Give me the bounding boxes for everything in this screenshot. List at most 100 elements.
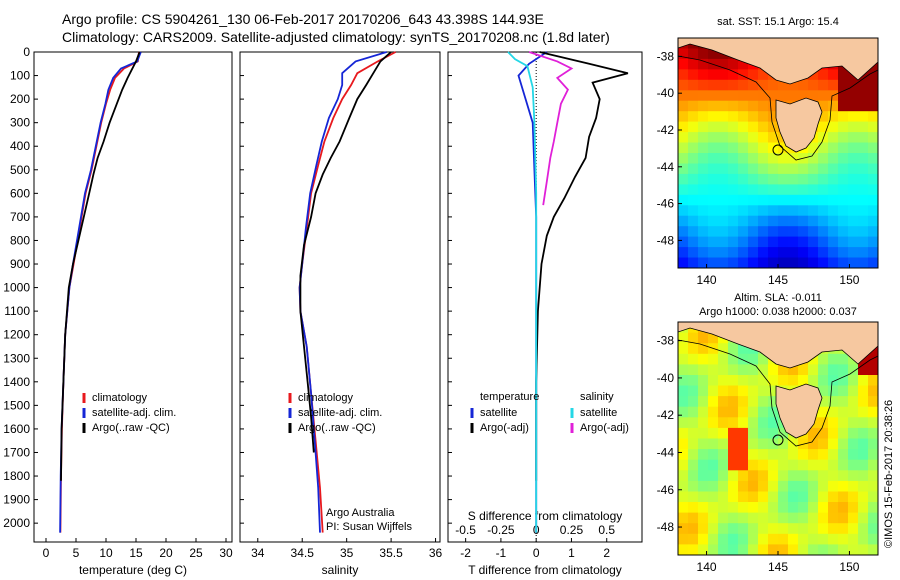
- heatmap-cell: [688, 396, 699, 408]
- x-tick-label: 10: [99, 546, 113, 560]
- heatmap-cell: [678, 142, 689, 154]
- heatmap-cell: [828, 111, 839, 123]
- title-line-2: Climatology: CARS2009. Satellite-adjuste…: [62, 29, 610, 45]
- heatmap-cell: [738, 236, 749, 248]
- heatmap-cell: [798, 215, 809, 227]
- y-tick-label: 1300: [3, 351, 30, 365]
- heatmap-cell: [808, 257, 819, 268]
- map-x-tick-label: 140: [697, 560, 717, 574]
- heatmap-cell: [698, 385, 709, 397]
- heatmap-cell: [758, 438, 769, 450]
- heatmap-cell: [788, 364, 799, 376]
- heatmap-cell: [678, 385, 689, 397]
- heatmap-cell: [738, 396, 749, 408]
- heatmap-cell: [748, 132, 759, 144]
- heatmap-cell: [678, 502, 689, 514]
- heatmap-cell: [858, 132, 869, 144]
- heatmap-cell: [688, 48, 699, 60]
- heatmap-cell: [818, 417, 829, 429]
- heatmap-cell: [868, 449, 878, 461]
- heatmap-cell: [768, 533, 779, 545]
- heatmap-cell: [748, 523, 759, 535]
- heatmap-cell: [858, 375, 869, 387]
- heatmap-cell: [818, 153, 829, 165]
- heatmap-cell: [768, 364, 779, 376]
- heatmap-cell: [748, 205, 759, 217]
- heatmap-cell: [798, 533, 809, 545]
- heatmap-cell: [778, 194, 789, 206]
- x-tick-label: -2: [460, 546, 471, 560]
- heatmap-cell: [778, 173, 789, 185]
- heatmap-cell: [848, 226, 859, 238]
- heatmap-cell: [838, 438, 849, 450]
- heatmap-cell: [688, 79, 699, 91]
- heatmap-cell: [828, 544, 839, 555]
- s-tick-label: -0.25: [487, 523, 515, 537]
- y-tick-label: 1000: [3, 281, 30, 295]
- heatmap-cell: [728, 111, 739, 123]
- series-line-argo: [299, 51, 392, 453]
- heatmap-cell: [708, 480, 719, 493]
- heatmap-cell: [758, 142, 769, 154]
- heatmap-cell: [718, 480, 729, 493]
- heatmap-cell: [708, 417, 719, 429]
- heatmap-cell: [848, 236, 859, 248]
- heatmap-cell: [728, 544, 739, 555]
- heatmap-cell: [798, 257, 809, 268]
- x-tick-label: 25: [189, 546, 203, 560]
- australia-mainland-sla: [678, 322, 878, 369]
- heatmap-cell: [808, 480, 819, 493]
- x-tick-label: 1: [568, 546, 575, 560]
- heatmap-cell: [678, 375, 689, 387]
- heatmap-cell: [678, 406, 689, 418]
- heatmap-cell: [698, 480, 709, 493]
- heatmap-cell: [708, 215, 719, 227]
- heatmap-cell: [858, 79, 869, 91]
- heatmap-cell: [858, 100, 869, 112]
- heatmap-cell: [808, 470, 819, 482]
- heatmap-cell: [758, 121, 769, 133]
- map-y-tick-label: -46: [657, 197, 675, 211]
- heatmap-cell: [678, 480, 689, 493]
- heatmap-cell: [768, 523, 779, 535]
- heatmap-cell: [848, 142, 859, 154]
- heatmap-cell: [768, 194, 779, 206]
- heatmap-cell: [688, 247, 699, 259]
- heatmap-cell: [828, 491, 839, 503]
- heatmap-cell: [758, 523, 769, 535]
- heatmap-cell: [688, 459, 699, 471]
- map-x-tick-label: 150: [839, 273, 859, 287]
- heatmap-cell: [848, 215, 859, 227]
- heatmap-cell: [838, 215, 849, 227]
- sst-map-title: sat. SST: 15.1 Argo: 15.4: [717, 16, 839, 28]
- heatmap-cell: [698, 544, 709, 555]
- heatmap-cell: [858, 544, 869, 555]
- heatmap-cell: [718, 459, 729, 471]
- heatmap-cell: [718, 236, 729, 248]
- heatmap-cell: [868, 194, 878, 206]
- heatmap-cell: [738, 163, 749, 175]
- heatmap-cell: [738, 438, 749, 450]
- heatmap-cell: [858, 533, 869, 545]
- y-tick-label: 600: [10, 186, 30, 200]
- y-tick-label: 1700: [3, 445, 30, 459]
- heatmap-cell: [818, 491, 829, 503]
- x-tick-label: 34: [251, 546, 265, 560]
- heatmap-cell: [718, 111, 729, 123]
- heatmap-cell: [858, 385, 869, 397]
- heatmap-cell: [768, 100, 779, 112]
- heatmap-cell: [838, 544, 849, 555]
- heatmap-cell: [718, 121, 729, 133]
- heatmap-cell: [808, 236, 819, 248]
- heatmap-cell: [848, 194, 859, 206]
- heatmap-cell: [738, 523, 749, 535]
- heatmap-cell: [818, 533, 829, 545]
- heatmap-cell: [768, 173, 779, 185]
- heatmap-cell: [868, 226, 878, 238]
- heatmap-cell: [788, 459, 799, 471]
- heatmap-cell: [748, 396, 759, 408]
- heatmap-cell: [748, 69, 759, 81]
- heatmap-cell: [818, 364, 829, 376]
- heatmap-cell: [738, 491, 749, 503]
- heatmap-cell: [758, 491, 769, 503]
